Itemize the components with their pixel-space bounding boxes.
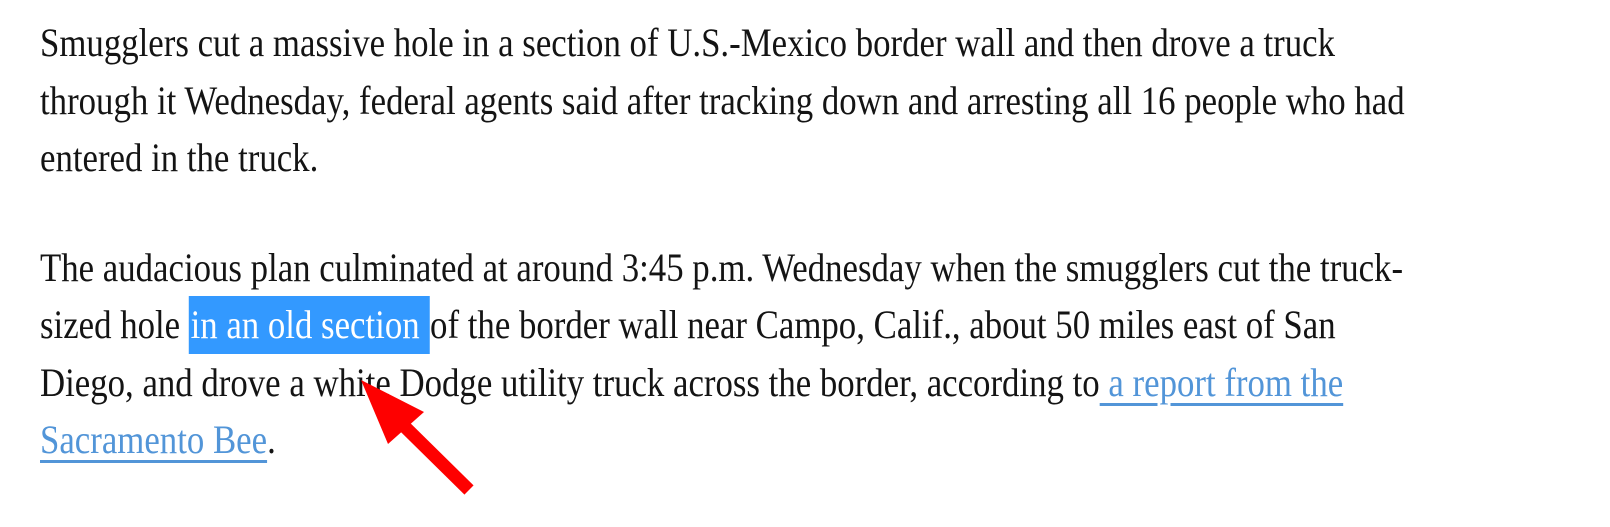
text-line: The audacious plan culminated at around … <box>40 239 1571 297</box>
text-line: Diego, and drove a white Dodge utility t… <box>40 354 1571 412</box>
selection-highlight: in an old section <box>188 296 431 354</box>
article-body: Smugglers cut a massive hole in a sectio… <box>40 14 1571 469</box>
text-run: Diego, and drove a white Dodge utility t… <box>40 359 1100 405</box>
paragraph: Smugglers cut a massive hole in a sectio… <box>40 14 1571 187</box>
text-line: through it Wednesday, federal agents sai… <box>40 72 1571 130</box>
text-run: sized hole <box>40 302 189 347</box>
text-run: through it Wednesday, federal agents sai… <box>40 77 1405 123</box>
text-line: sized hole in an old section of the bord… <box>40 296 1571 354</box>
text-run: of the border wall near Campo, Calif., a… <box>430 302 1336 347</box>
article-wrap: Smugglers cut a massive hole in a sectio… <box>40 14 1610 521</box>
text-line: entered in the truck. <box>40 129 1571 187</box>
text-run: The audacious plan culminated at around … <box>40 244 1404 290</box>
text-run: Smugglers cut a massive hole in a sectio… <box>40 20 1335 65</box>
text-line: Sacramento Bee. <box>40 411 1571 469</box>
paragraph: The audacious plan culminated at around … <box>40 239 1571 469</box>
sacramento-bee-link[interactable]: Sacramento Bee <box>40 417 268 462</box>
text-run: . <box>267 417 276 462</box>
text-line: Smugglers cut a massive hole in a sectio… <box>40 14 1571 72</box>
sacramento-bee-link[interactable]: a report from the <box>1099 359 1344 405</box>
text-run: entered in the truck. <box>40 135 319 180</box>
